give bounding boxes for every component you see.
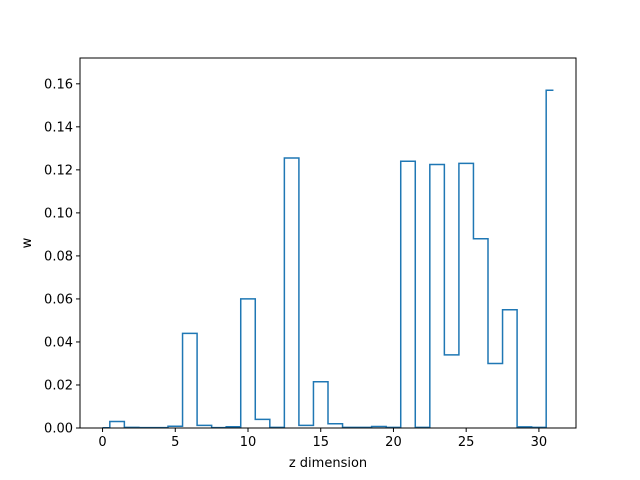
y-tick-label: 0.14 — [44, 120, 73, 135]
y-tick-label: 0.08 — [44, 249, 73, 264]
plot-background — [80, 58, 576, 428]
x-tick-label: 10 — [240, 435, 257, 450]
y-tick-label: 0.16 — [44, 77, 73, 92]
y-axis-label: w — [20, 237, 35, 248]
x-tick-label: 20 — [385, 435, 402, 450]
y-tick-label: 0.04 — [44, 335, 73, 350]
x-axis-ticks: 0 5 10 15 20 25 30 — [98, 428, 547, 450]
y-tick-label: 0.00 — [44, 422, 73, 437]
x-axis-label: z dimension — [289, 456, 367, 471]
y-axis-ticks: 0.00 0.02 0.04 0.06 0.08 0.10 0.12 0.14 0.16 — [44, 77, 80, 437]
x-tick-label: 25 — [458, 435, 475, 450]
y-tick-label: 0.02 — [44, 378, 73, 393]
plot-frame — [79, 57, 577, 429]
y-tick-label: 0.06 — [44, 292, 73, 307]
x-tick-label: 30 — [531, 435, 548, 450]
series-layer — [102, 89, 554, 429]
y-tick-label: 0.10 — [44, 206, 73, 221]
series-step-line — [102, 89, 554, 429]
x-tick-label: 5 — [171, 435, 179, 450]
y-tick-label: 0.12 — [44, 163, 73, 178]
x-tick-label: 15 — [312, 435, 329, 450]
x-tick-label: 0 — [98, 435, 106, 450]
